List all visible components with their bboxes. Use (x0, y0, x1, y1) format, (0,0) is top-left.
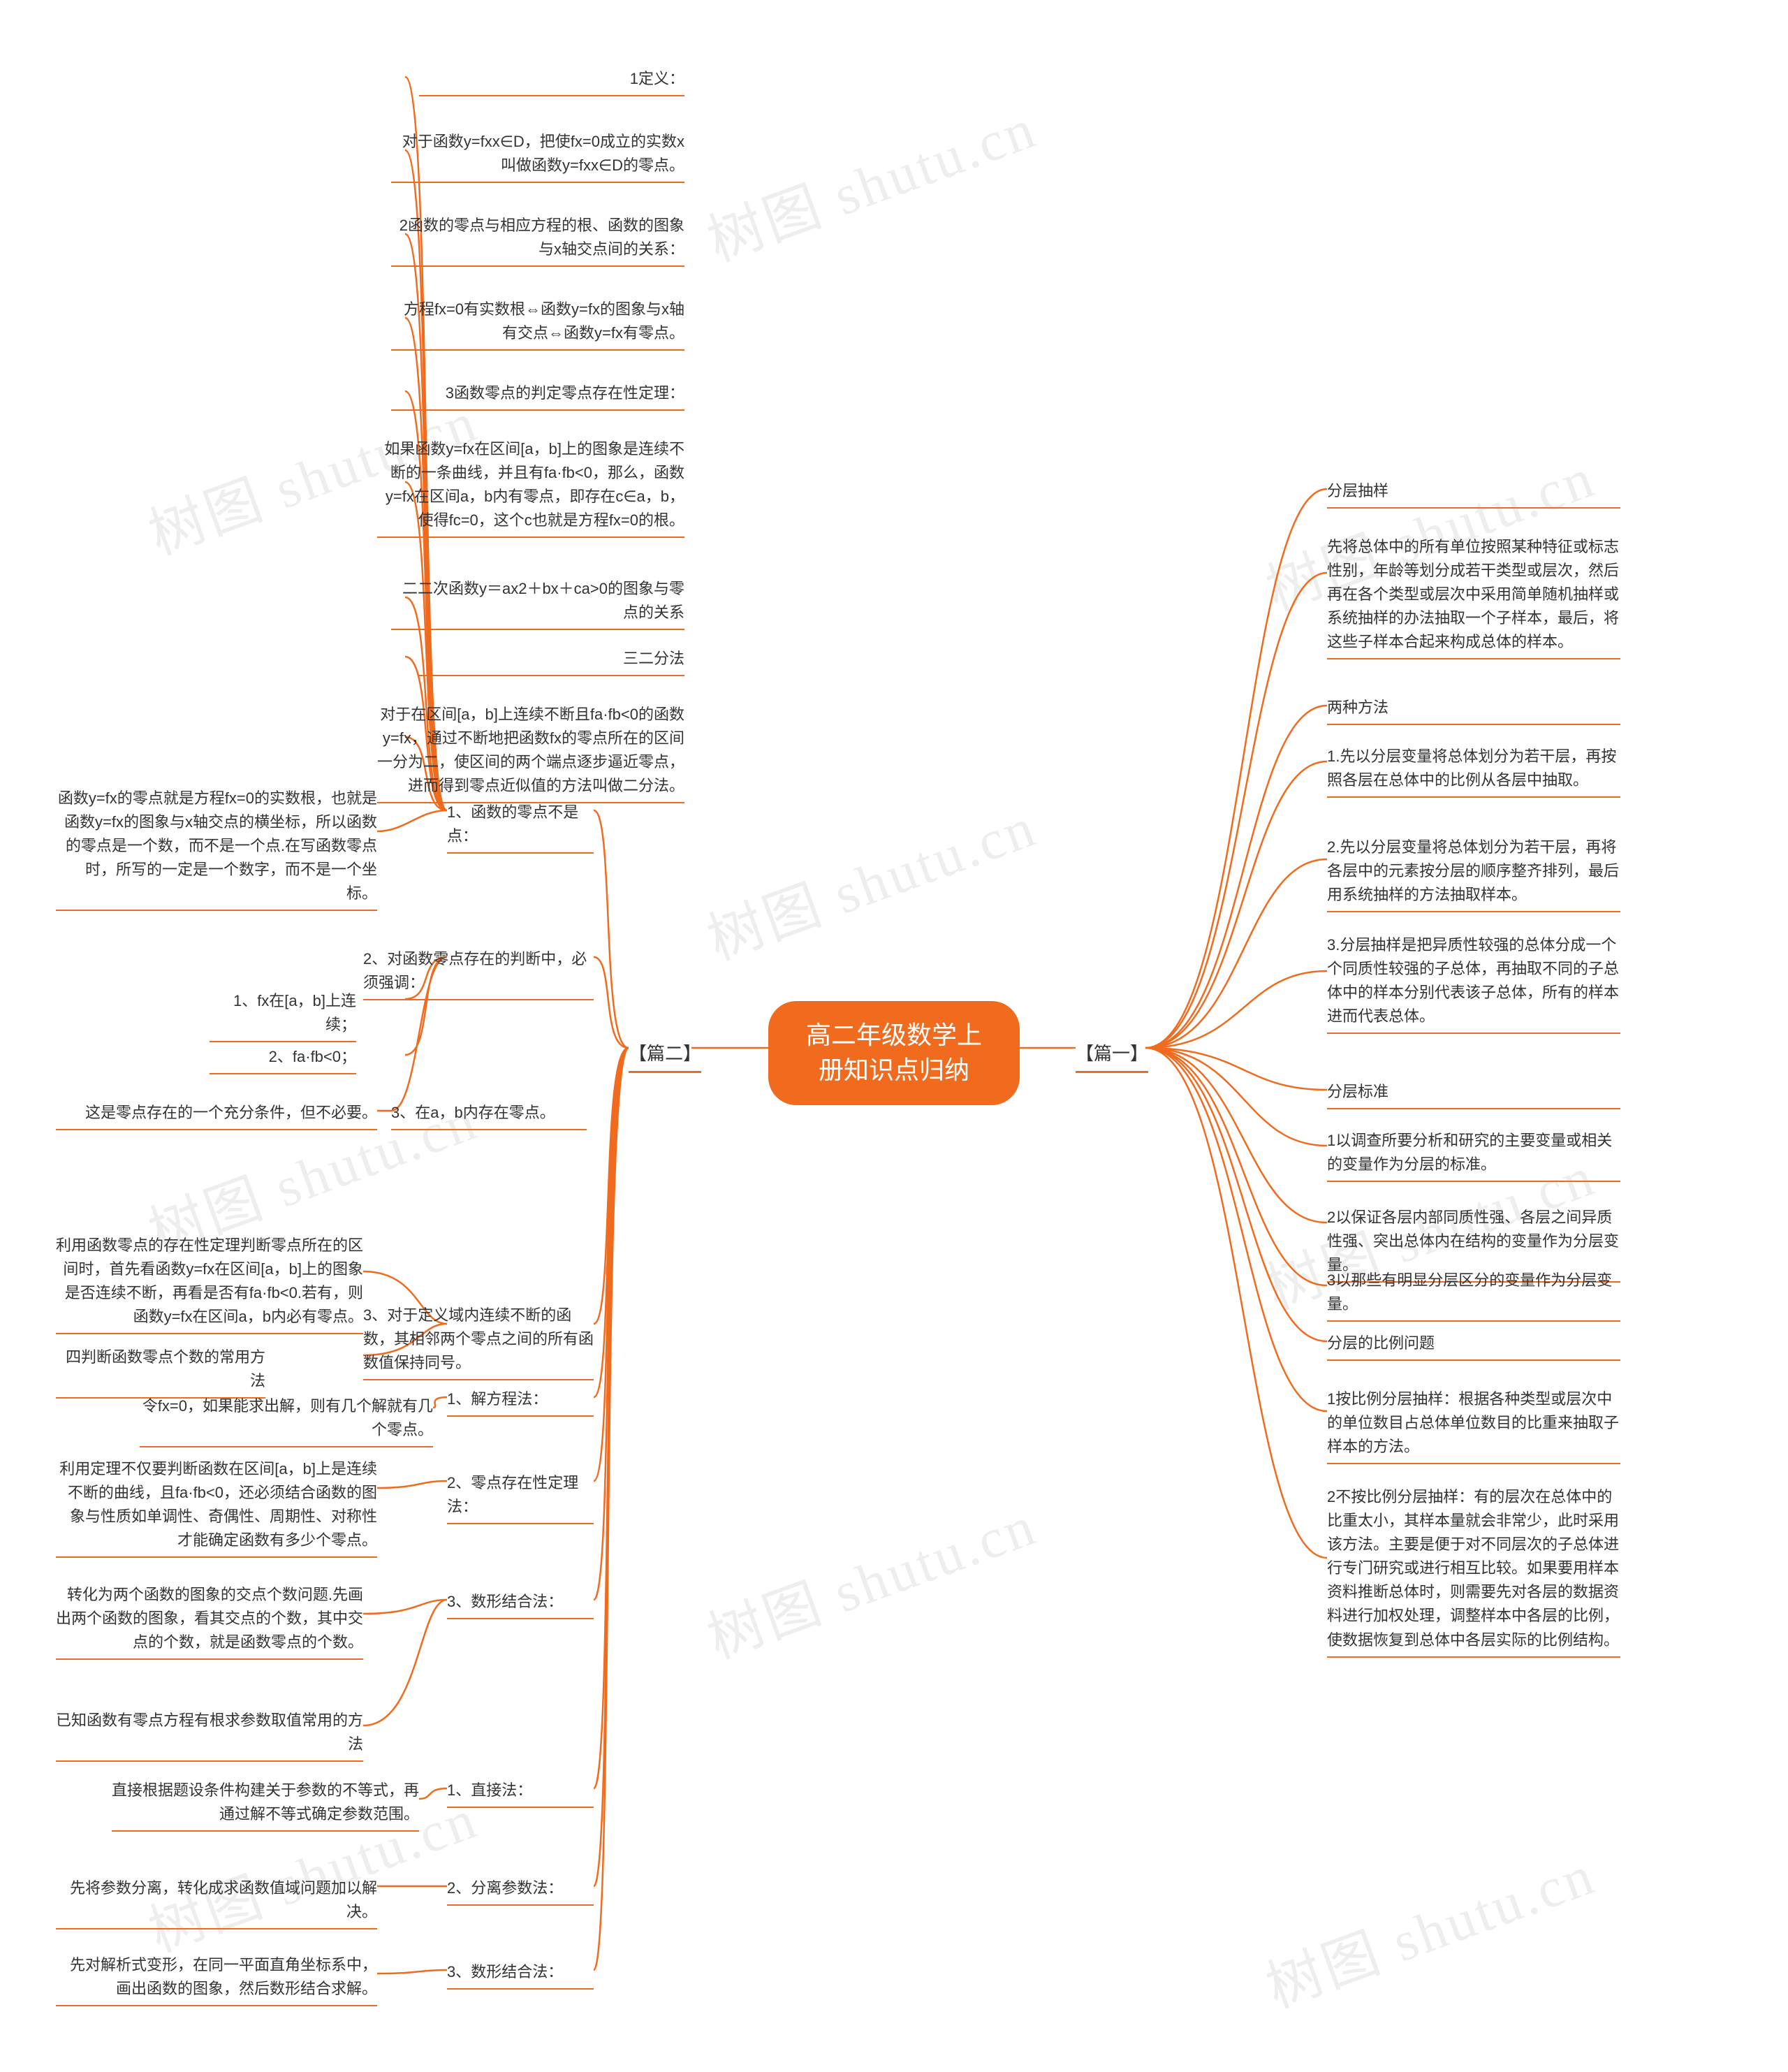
left-l2-node[interactable]: 已知函数有零点方程有根求参数取值常用的方法 (56, 1705, 363, 1762)
left-l1-node[interactable]: 1、函数的零点不是点： (447, 796, 594, 854)
watermark: 树图 shutu.cn (695, 1480, 1046, 1675)
right-node[interactable]: 1以调查所要分析和研究的主要变量或相关的变量作为分层的标准。 (1327, 1125, 1620, 1182)
left-l2-node[interactable]: 如果函数y=fx在区间[a，b]上的图象是连续不断的一条曲线，并且有fa·fb<… (377, 433, 684, 538)
left-l2-node[interactable]: 3函数零点的判定零点存在性定理： (391, 377, 684, 411)
right-node[interactable]: 1按比例分层抽样：根据各种类型或层次中的单位数目占总体单位数目的比重来抽取子样本… (1327, 1383, 1620, 1464)
left-l2-node[interactable]: 3、在a，b内存在零点。 (391, 1097, 587, 1130)
left-l2-node[interactable]: 这是零点存在的一个充分条件，但不必要。 (56, 1097, 377, 1130)
left-l2-node[interactable]: 三二分法 (419, 643, 684, 676)
right-node[interactable]: 1.先以分层变量将总体划分为若干层，再按照各层在总体中的比例从各层中抽取。 (1327, 740, 1620, 798)
right-node[interactable]: 2不按比例分层抽样：有的层次在总体中的比重太小，其样本量就会非常少，此时采用该方… (1327, 1481, 1620, 1658)
mindmap-canvas: 树图 shutu.cn 树图 shutu.cn 树图 shutu.cn 树图 s… (0, 0, 1788, 2072)
left-l2-node[interactable]: 方程fx=0有实数根⇔函数y=fx的图象与x轴有交点⇔函数y=fx有零点。 (391, 293, 684, 351)
left-l1-node[interactable]: 3、数形结合法： (447, 1956, 594, 1990)
left-l1-node[interactable]: 3、对于定义域内连续不断的函数，其相邻两个零点之间的所有函数值保持同号。 (363, 1299, 594, 1380)
chapter-left[interactable]: 【篇二】 (629, 1034, 701, 1073)
left-l2-node[interactable]: 1定义： (419, 63, 684, 96)
left-l2-node[interactable]: 直接根据题设条件构建关于参数的不等式，再通过解不等式确定参数范围。 (112, 1774, 419, 1832)
left-l1-node[interactable]: 1、直接法： (447, 1774, 594, 1808)
left-l2-node[interactable]: 对于在区间[a，b]上连续不断且fa·fb<0的函数y=fx，通过不断地把函数f… (377, 699, 684, 803)
left-l2-node[interactable]: 函数y=fx的零点就是方程fx=0的实数根，也就是函数y=fx的图象与x轴交点的… (56, 782, 377, 911)
left-l1-node[interactable]: 2、零点存在性定理法： (447, 1467, 594, 1524)
left-l2-node[interactable]: 2、fa·fb<0； (210, 1041, 356, 1074)
right-node[interactable]: 先将总体中的所有单位按照某种特征或标志性别，年龄等划分成若干类型或层次，然后再在… (1327, 531, 1620, 659)
left-l1-node[interactable]: 2、分离参数法： (447, 1872, 594, 1906)
left-l1-node[interactable]: 2、对函数零点存在的判断中，必须强调： (363, 943, 594, 1000)
watermark: 树图 shutu.cn (695, 782, 1046, 976)
left-l2-node[interactable]: 1、fx在[a，b]上连续； (210, 985, 356, 1042)
left-l2-node[interactable]: 利用定理不仅要判断函数在区间[a，b]上是连续不断的曲线，且fa·fb<0，还必… (56, 1453, 377, 1558)
left-l2-node[interactable]: 转化为两个函数的图象的交点个数问题.先画出两个函数的图象，看其交点的个数，其中交… (56, 1579, 363, 1660)
right-node[interactable]: 2.先以分层变量将总体划分为若干层，再将各层中的元素按分层的顺序整齐排列，最后用… (1327, 831, 1620, 912)
left-l2-node[interactable]: 先将参数分离，转化成求函数值域问题加以解决。 (56, 1872, 377, 1929)
left-l2-node[interactable]: 2函数的零点与相应方程的根、函数的图象与x轴交点间的关系： (391, 210, 684, 267)
left-l2-node[interactable]: 利用函数零点的存在性定理判断零点所在的区间时，首先看函数y=fx在区间[a，b]… (56, 1230, 363, 1334)
right-node[interactable]: 分层抽样 (1327, 475, 1620, 509)
left-l2-node[interactable]: 令fx=0，如果能求出解，则有几个解就有几个零点。 (140, 1390, 433, 1447)
root-node[interactable]: 高二年级数学上册知识点归纳 (768, 1001, 1020, 1105)
right-node[interactable]: 两种方法 (1327, 692, 1620, 725)
left-l1-node[interactable]: 1、解方程法： (447, 1383, 594, 1417)
left-l1-node[interactable]: 3、数形结合法： (447, 1586, 594, 1619)
right-node[interactable]: 3.分层抽样是把异质性较强的总体分成一个个同质性较强的子总体，再抽取不同的子总体… (1327, 929, 1620, 1034)
watermark: 树图 shutu.cn (695, 83, 1046, 277)
right-node[interactable]: 3以那些有明显分层区分的变量作为分层变量。 (1327, 1264, 1620, 1322)
watermark: 树图 shutu.cn (1254, 1830, 1605, 2024)
left-l2-node[interactable]: 二二次函数y＝ax2＋bx＋ca>0的图象与零点的关系 (391, 573, 684, 630)
chapter-right[interactable]: 【篇一】 (1076, 1034, 1148, 1073)
left-l2-node[interactable]: 对于函数y=fxx∈D，把使fx=0成立的实数x叫做函数y=fxx∈D的零点。 (391, 126, 684, 183)
right-node[interactable]: 分层的比例问题 (1327, 1327, 1620, 1361)
left-l2-node[interactable]: 先对解析式变形，在同一平面直角坐标系中，画出函数的图象，然后数形结合求解。 (56, 1949, 377, 2006)
right-node[interactable]: 分层标准 (1327, 1076, 1620, 1109)
